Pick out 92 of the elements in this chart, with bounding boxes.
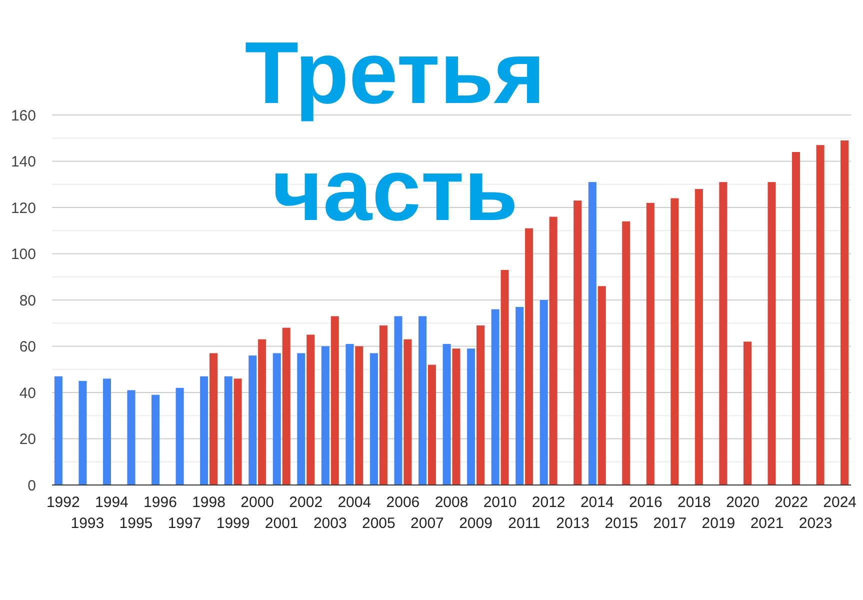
bar	[670, 198, 679, 485]
bar	[370, 353, 378, 485]
bar	[549, 216, 558, 485]
x-tick-label: 2006	[386, 494, 420, 511]
chart-title: Третья часть	[244, 23, 546, 239]
x-tick-label: 2016	[628, 494, 662, 511]
x-tick-label: 2022	[774, 494, 808, 511]
y-tick-label: 60	[19, 338, 36, 356]
bar	[588, 182, 596, 485]
bar	[646, 202, 654, 485]
bar	[598, 286, 606, 485]
bar	[355, 346, 364, 485]
bar	[500, 270, 509, 485]
x-tick-label: 1992	[46, 494, 80, 511]
bar	[200, 376, 208, 485]
bar	[768, 182, 776, 485]
x-tick-label: 2000	[240, 494, 274, 511]
bar	[127, 390, 136, 485]
bar	[224, 376, 232, 485]
bar	[248, 356, 257, 485]
y-tick-label: 0	[28, 477, 36, 494]
bar	[272, 353, 281, 485]
bar	[394, 316, 402, 485]
x-tick-label: 1996	[144, 494, 177, 511]
bar	[152, 394, 160, 485]
bar	[452, 348, 460, 485]
bar	[282, 328, 290, 485]
x-tick-label: 2004	[338, 494, 372, 511]
x-tick-label: 2003	[313, 515, 347, 532]
bar	[476, 325, 485, 485]
x-tick-label: 1993	[70, 515, 104, 532]
y-tick-label: 120	[10, 200, 36, 217]
x-tick-label: 2013	[556, 515, 590, 532]
bar	[258, 339, 266, 485]
x-tick-label: 2019	[702, 515, 736, 532]
bar	[346, 344, 354, 485]
bar	[622, 221, 630, 485]
bar	[540, 300, 548, 485]
x-tick-label: 2015	[604, 515, 638, 532]
x-tick-label: 2007	[410, 515, 444, 532]
x-tick-label: 2005	[362, 515, 396, 532]
bar	[743, 342, 752, 485]
bar	[467, 348, 476, 485]
bar	[54, 376, 62, 485]
x-tick-label: 2021	[750, 515, 784, 532]
y-tick-label: 140	[10, 154, 36, 170]
bar	[694, 189, 703, 485]
bar	[840, 140, 849, 485]
bar	[78, 380, 87, 485]
x-tick-label: 2010	[483, 494, 517, 511]
x-tick-label: 2001	[264, 515, 298, 532]
x-tick-label: 2018	[678, 494, 711, 511]
bar	[491, 309, 500, 485]
bar	[321, 346, 330, 485]
x-tick-label: 2024	[823, 494, 857, 511]
bar	[418, 316, 427, 485]
y-tick-label: 80	[19, 292, 36, 310]
x-tick-label: 2012	[532, 494, 566, 511]
bar	[525, 228, 534, 485]
y-tick-label: 100	[10, 246, 36, 263]
y-tick-label: 160	[10, 107, 36, 124]
x-tick-label: 2008	[434, 494, 468, 511]
x-tick-label: 2020	[726, 494, 760, 511]
y-tick-label: 40	[19, 384, 36, 402]
bar	[102, 378, 111, 485]
bar	[330, 316, 339, 485]
bar	[816, 145, 824, 485]
y-tick-label: 20	[19, 431, 36, 448]
x-tick-label: 2002	[289, 494, 323, 511]
bar	[792, 152, 800, 485]
bar	[176, 388, 184, 485]
x-tick-label: 2011	[508, 515, 540, 532]
bar	[404, 339, 412, 485]
bar	[210, 353, 218, 485]
x-tick-label: 1999	[216, 515, 250, 532]
bar	[306, 334, 315, 485]
bar	[719, 182, 728, 485]
bar	[234, 378, 242, 485]
x-tick-label: 1995	[119, 515, 153, 532]
bar	[574, 200, 582, 485]
bar	[379, 325, 388, 485]
x-tick-label: 1994	[95, 494, 128, 511]
x-tick-label: 1998	[192, 494, 226, 511]
x-tick-label: 2014	[580, 494, 614, 511]
x-tick-label: 2023	[798, 515, 832, 532]
x-tick-label: 1997	[168, 515, 202, 532]
bar	[442, 344, 451, 485]
x-tick-label: 2017	[653, 515, 687, 532]
bar	[297, 353, 306, 485]
bar	[428, 364, 436, 485]
x-tick-label: 2009	[459, 515, 492, 532]
bar	[516, 306, 524, 485]
